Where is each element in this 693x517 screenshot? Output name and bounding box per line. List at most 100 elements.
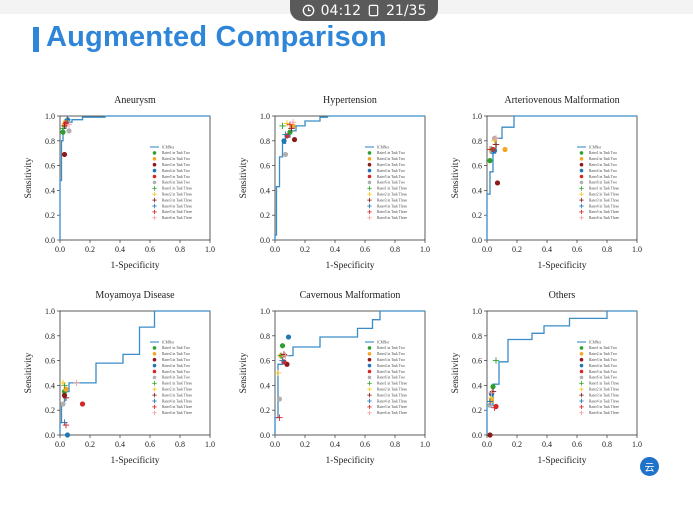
legend-label: Rater6 in Task Three (162, 411, 192, 415)
rater-task-three-point (492, 357, 500, 364)
legend-label: Rater2 in Task Three (377, 388, 407, 392)
y-tick-label: 0.8 (472, 332, 482, 341)
x-tick-label: 0.4 (115, 245, 125, 254)
legend-label: Rater1 in Task Three (377, 187, 407, 191)
rater-task-three-point (492, 135, 500, 142)
legend-label: Rater2 in Task Two (377, 157, 405, 161)
roc-curve-line (274, 310, 425, 435)
y-axis-label: Sensitivity (239, 352, 249, 393)
legend-label: Rater4 in Task Two (589, 169, 617, 173)
y-tick-label: 1.0 (472, 112, 482, 121)
legend-dot-marker (367, 174, 372, 179)
legend-dot-marker (579, 174, 584, 179)
y-axis-label: Sensitivity (451, 157, 461, 198)
x-tick-label: 0.0 (482, 245, 492, 254)
legend-label: Rater4 in Task Three (377, 204, 407, 208)
y-tick-label: 0.4 (45, 381, 55, 390)
legend-label: Rater2 in Task Two (162, 352, 190, 356)
x-tick-label: 0.8 (175, 440, 185, 449)
clock-icon (302, 4, 314, 17)
rater-task-three-point (488, 389, 495, 397)
legend-label: ICMNet (377, 340, 389, 344)
x-tick-label: 0.0 (55, 440, 65, 449)
legend-label: Rater5 in Task Three (589, 210, 619, 214)
y-tick-label: 0.6 (260, 357, 270, 366)
chart-legend: ICMNet Rater1 in Task Two Rater2 in Task T… (577, 145, 619, 220)
legend-label: Rater2 in Task Three (162, 388, 192, 392)
y-tick-label: 0.4 (472, 381, 482, 390)
legend-label: Rater5 in Task Three (162, 210, 192, 214)
legend-label: Rater5 in Task Two (377, 175, 405, 179)
rater-task-three-point (489, 388, 497, 395)
legend-label: ICMNet (162, 340, 174, 344)
x-axis-label: 1-Specificity (537, 260, 586, 271)
rater-task-two-point (487, 402, 493, 408)
x-tick-label: 0.4 (542, 245, 552, 254)
x-tick-label: 0.8 (390, 440, 400, 449)
legend-label: Rater4 in Task Two (162, 364, 190, 368)
y-tick-label: 0.2 (472, 211, 482, 220)
legend-dot-marker (579, 168, 584, 173)
rater-task-two-point (66, 128, 72, 134)
x-axis-label: 1-Specificity (110, 260, 159, 271)
legend-label: Rater1 in Task Two (377, 346, 405, 350)
legend-label: Rater5 in Task Two (162, 370, 190, 374)
rater-task-two-point (61, 151, 68, 158)
rater-task-three-point (65, 121, 73, 128)
y-axis-label: Sensitivity (451, 352, 461, 393)
legend-label: Rater1 in Task Three (162, 382, 192, 386)
legend-label: Rater6 in Task Two (589, 181, 617, 185)
legend-label: Rater3 in Task Three (589, 393, 619, 397)
y-tick-label: 0.8 (45, 137, 55, 146)
x-tick-label: 0.8 (390, 245, 400, 254)
rater-task-two-point (487, 158, 493, 164)
legend-dot-marker (152, 369, 157, 374)
rater-task-two-point (494, 180, 501, 186)
chart-title: Hypertension (323, 95, 377, 106)
plot-frame (486, 310, 638, 436)
legend-label: Rater1 in Task Two (162, 151, 190, 155)
legend-dot-marker (579, 346, 584, 350)
legend-dot-marker (367, 375, 372, 380)
legend-label: Rater3 in Task Three (162, 393, 192, 397)
legend-dot-marker (367, 352, 372, 356)
legend-label: Rater1 in Task Two (377, 151, 405, 155)
x-tick-label: 0.2 (512, 245, 522, 254)
cloud-badge-icon[interactable]: 云 (640, 457, 659, 476)
legend-label: Rater5 in Task Two (377, 370, 405, 374)
legend-label: Rater2 in Task Two (589, 352, 617, 356)
roc-chart-aneurysm: Aneurysm 0.0 0.2 0.4 0.6 0.8 1.0 0.0 0.2 0.4 0.6 0.… (20, 90, 240, 285)
x-axis-label: 1-Specificity (325, 260, 374, 271)
legend-dot-marker (152, 375, 157, 380)
overlay-page-counter: 21/35 (386, 2, 427, 19)
roc-chart-svg: Hypertension 0.0 0.2 0.4 0.6 0.8 1.0 0.0 0.2 0.4 0… (239, 95, 430, 271)
y-axis-label: Sensitivity (24, 157, 34, 198)
legend-label: ICMNet (377, 145, 389, 149)
x-axis-label: 1-Specificity (325, 455, 374, 466)
y-tick-label: 0.0 (45, 431, 55, 440)
legend-label: Rater6 in Task Two (589, 376, 617, 380)
y-tick-label: 1.0 (472, 307, 482, 316)
rater-task-two-point (276, 396, 283, 402)
x-tick-label: 1.0 (632, 245, 642, 254)
overlay-status-pill: 04:12 21/35 (290, 0, 438, 21)
legend-label: Rater1 in Task Two (162, 346, 190, 350)
overlay-time: 04:12 (320, 2, 361, 19)
legend-dot-marker (579, 151, 584, 155)
legend-label: Rater2 in Task Two (589, 157, 617, 161)
legend-label: Rater5 in Task Two (162, 175, 190, 179)
x-tick-label: 0.0 (482, 440, 492, 449)
legend-label: Rater6 in Task Three (377, 411, 407, 415)
rater-task-two-point (60, 129, 66, 135)
roc-chart-cavernous-malformation: Cavernous Malformation 0.0 0.2 0.4 0.6 0.8 1.0… (235, 285, 455, 480)
legend-dot-marker (152, 352, 157, 356)
legend-label: Rater5 in Task Three (377, 405, 407, 409)
legend-dot-marker (367, 157, 372, 161)
legend-label: Rater6 in Task Two (377, 181, 405, 185)
rater-task-three-point (289, 119, 297, 126)
x-tick-label: 0.4 (542, 440, 552, 449)
rater-task-three-point (282, 131, 289, 138)
y-tick-label: 0.0 (260, 236, 270, 245)
y-axis-label: Sensitivity (24, 352, 34, 393)
x-tick-label: 0.6 (145, 440, 155, 449)
